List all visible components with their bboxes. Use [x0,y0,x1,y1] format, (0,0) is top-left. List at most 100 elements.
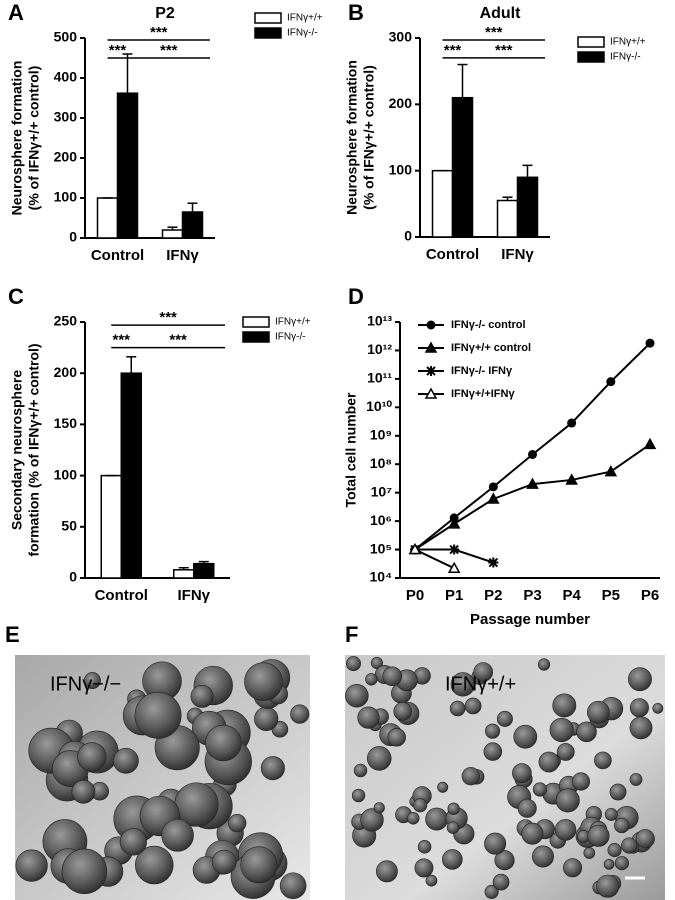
panel-letter: D [348,284,364,309]
sphere [360,808,384,832]
sphere [373,802,385,814]
sphere [513,724,538,749]
y-tick-label: 250 [54,313,78,329]
y-tick-label: 10⁵ [370,540,392,556]
marker [528,449,537,459]
bar [161,229,184,239]
panel-letter: F [345,622,358,647]
marker [487,492,500,504]
sphere [596,874,620,898]
sphere [190,684,214,708]
sphere [61,848,108,895]
y-tick-label: 10¹⁰ [366,398,392,414]
y-axis-label: Secondary neurosphere [9,370,25,530]
sphere [652,702,664,714]
marker [565,473,578,485]
y-tick-label: 10⁸ [370,455,392,471]
x-tick-label: P6 [641,587,659,604]
sphere [464,697,482,715]
legend-label: IFNγ-/- [275,332,306,343]
y-tick-label: 100 [54,189,78,205]
marker [645,338,655,348]
sphere [290,704,310,724]
x-tick-label: IFNγ [177,587,210,604]
sphere [254,706,279,731]
sphere [345,656,361,672]
sphere [587,824,610,847]
sphere [449,700,466,717]
legend-swatch [254,27,282,39]
sphere [587,700,610,724]
sphere [119,828,147,856]
sphere [279,872,307,900]
sphere [604,807,618,821]
significance-label: *** [495,42,513,59]
panel-letter: B [348,0,364,25]
sphere [537,658,551,671]
y-tick-label: 0 [69,569,77,585]
sphere [484,832,507,855]
sphere [407,812,420,825]
significance-label: *** [160,42,178,59]
sphere [512,763,532,783]
significance-label: *** [109,42,127,59]
marker [643,437,657,450]
sphere [563,858,583,878]
sphere [387,728,406,747]
marker [488,557,499,568]
legend-swatch [254,12,282,24]
y-tick-label: 400 [54,69,78,85]
sphere [446,821,460,834]
sphere [83,672,101,690]
sphere [353,763,368,778]
sphere [345,683,369,708]
bar [496,199,519,238]
significance-label: *** [444,42,462,59]
sphere [594,751,612,770]
legend-label: IFNγ+/+ [287,13,323,24]
sphere [614,856,629,871]
sphere [609,783,627,801]
sphere [552,693,577,718]
sphere [607,843,622,858]
sphere [135,845,174,885]
sphere [382,666,403,687]
legend-label: IFNγ-/- control [451,319,526,331]
legend-marker [424,387,438,399]
significance-label: *** [159,309,177,326]
sphere [161,819,194,852]
x-tick-label: Control [91,247,144,264]
x-tick-label: IFNγ [166,247,199,264]
marker [408,543,422,555]
sphere [629,716,653,740]
y-axis-label: Total cell number [343,392,359,507]
y-tick-label: 10⁹ [370,426,392,442]
sphere [134,691,182,739]
x-tick-label: P1 [445,587,463,604]
legend-label: IFNγ-/- [287,28,318,39]
x-tick-label: P4 [562,587,581,604]
y-tick-label: 0 [404,228,412,244]
sphere [583,847,596,859]
bar [193,562,215,579]
sphere [485,723,501,739]
legend-swatch [242,331,270,343]
y-tick-label: 500 [54,29,78,45]
sphere [554,819,577,841]
legend-label: IFNγ-/- IFNγ [451,365,513,377]
sphere [496,710,513,727]
y-axis-label: Neurosphere formation [9,61,25,216]
y-tick-label: 10¹¹ [367,370,392,386]
y-tick-label: 200 [54,364,78,380]
marker [447,517,461,529]
y-tick-label: 50 [61,518,77,534]
bar [181,211,204,239]
legend-marker [426,320,436,330]
bar [120,372,142,579]
sphere [635,829,655,849]
sphere [494,850,515,871]
sphere [538,751,560,773]
sphere [603,859,615,870]
y-axis-label: (% of IFNγ+/+ control) [26,66,42,211]
